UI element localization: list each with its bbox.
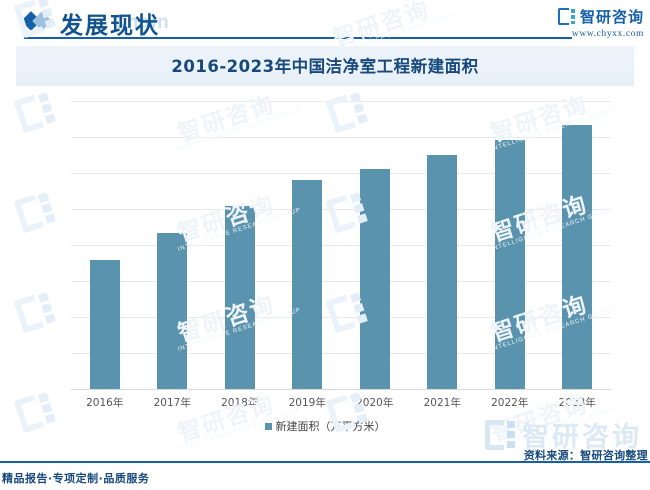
bar-2019年[interactable] <box>292 180 323 389</box>
gridline <box>71 137 611 138</box>
bar-2016年[interactable] <box>89 260 120 389</box>
chart-title-band <box>16 46 634 86</box>
gridline <box>71 173 611 174</box>
legend-swatch-icon <box>264 422 272 430</box>
bar-2022年[interactable] <box>494 139 525 389</box>
brand-logo-icon <box>557 8 575 25</box>
x-axis-tick-label: 2020年 <box>356 397 394 409</box>
page-header: Chain 发展现状 智研咨询 www.chyxx.com <box>0 0 650 42</box>
bar-2020年[interactable] <box>359 169 390 389</box>
x-axis-tick-label: 2021年 <box>423 397 461 409</box>
footer-divider <box>0 461 650 463</box>
gridline <box>71 245 611 246</box>
gridline <box>71 101 611 102</box>
x-axis-tick-label: 2019年 <box>288 397 326 409</box>
bar-2023年[interactable] <box>562 124 593 389</box>
page-title: 发展现状 <box>60 13 160 39</box>
gridline <box>71 317 611 318</box>
footer-source: 资料来源：智研咨询整理 <box>523 449 648 462</box>
header-divider <box>24 37 572 39</box>
chart-card: 2016-2023年中国洁净室工程新建面积 050010001500200025… <box>16 46 634 444</box>
brand-url[interactable]: www.chyxx.com <box>571 29 644 39</box>
header-ghost-text: Chain <box>112 12 170 33</box>
gridline <box>71 281 611 282</box>
x-axis-tick-label: 2023年 <box>558 397 596 409</box>
legend-label: 新建面积（万平方米） <box>275 420 386 433</box>
gridline <box>71 389 611 390</box>
gridline <box>71 209 611 210</box>
bar-2018年[interactable] <box>224 206 255 389</box>
page-footer: 精品报告·专项定制·品质服务 资料来源：智研咨询整理 <box>0 449 650 490</box>
bar-slot <box>409 101 477 389</box>
bar-2017年[interactable] <box>157 233 188 389</box>
bar-slot <box>341 101 409 389</box>
x-axis-tick-label: 2022年 <box>491 397 529 409</box>
bar-slot <box>476 101 544 389</box>
bar-2021年[interactable] <box>427 155 458 389</box>
chart-plot-area: 05001000150020002500300035004000 <box>71 101 611 390</box>
bar-slot <box>206 101 274 389</box>
chart-legend: 新建面积（万平方米） <box>16 418 634 434</box>
x-axis-tick-label: 2016年 <box>86 397 124 409</box>
x-axis-tick-label: 2017年 <box>153 397 191 409</box>
bar-slot <box>139 101 207 389</box>
x-axis-tick-label: 2018年 <box>221 397 259 409</box>
diamond-bullet-icon <box>21 11 64 32</box>
footer-tagline: 精品报告·专项定制·品质服务 <box>2 472 150 485</box>
chart-x-axis-labels: 2016年 2017年 2018年 2019年 2020年 2021年 2022年 2023年 <box>71 395 611 410</box>
gridline <box>71 353 611 354</box>
chart-bars <box>71 101 611 389</box>
brand-block: 智研咨询 www.chyxx.com <box>557 6 644 39</box>
brand-name: 智研咨询 <box>579 8 644 26</box>
bar-slot <box>71 101 139 389</box>
chart-title: 2016-2023年中国洁净室工程新建面积 <box>171 57 479 76</box>
bar-slot <box>274 101 342 389</box>
bar-slot <box>544 101 612 389</box>
